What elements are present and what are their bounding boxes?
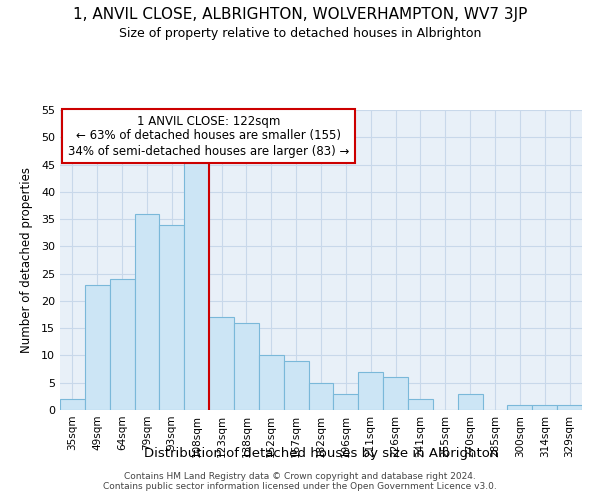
Text: Distribution of detached houses by size in Albrighton: Distribution of detached houses by size … [144,448,498,460]
Bar [334,394,358,410]
Bar [408,399,433,410]
Bar [458,394,482,410]
Bar [557,404,582,410]
Bar [383,378,408,410]
Text: Size of property relative to detached houses in Albrighton: Size of property relative to detached ho… [119,28,481,40]
Bar [110,279,134,410]
Bar [209,318,234,410]
Bar [308,382,334,410]
Y-axis label: Number of detached properties: Number of detached properties [20,167,32,353]
Bar [284,361,308,410]
Bar [160,224,184,410]
Text: 1, ANVIL CLOSE, ALBRIGHTON, WOLVERHAMPTON, WV7 3JP: 1, ANVIL CLOSE, ALBRIGHTON, WOLVERHAMPTO… [73,8,527,22]
Text: Contains public sector information licensed under the Open Government Licence v3: Contains public sector information licen… [103,482,497,491]
Bar [358,372,383,410]
Bar [184,159,209,410]
Bar [532,404,557,410]
Bar [134,214,160,410]
Text: 1 ANVIL CLOSE: 122sqm
← 63% of detached houses are smaller (155)
34% of semi-det: 1 ANVIL CLOSE: 122sqm ← 63% of detached … [68,114,349,158]
Text: Contains HM Land Registry data © Crown copyright and database right 2024.: Contains HM Land Registry data © Crown c… [124,472,476,481]
Bar [259,356,284,410]
Bar [85,284,110,410]
Bar [60,399,85,410]
Bar [234,322,259,410]
Bar [508,404,532,410]
